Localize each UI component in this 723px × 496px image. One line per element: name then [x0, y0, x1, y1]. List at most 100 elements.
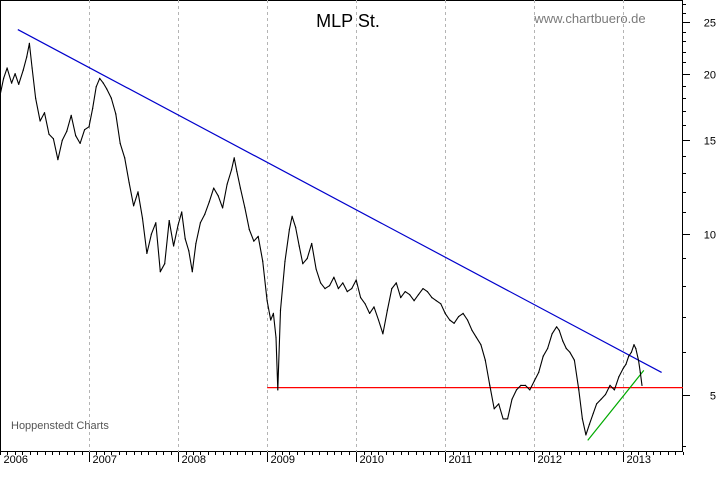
data-point: [177, 224, 179, 226]
data-point: [236, 171, 238, 173]
data-point: [106, 88, 108, 90]
data-point: [558, 329, 560, 331]
data-point: [395, 282, 397, 284]
data-point: [288, 228, 290, 231]
data-point: [99, 77, 101, 79]
data-point: [484, 359, 486, 361]
data-point: [324, 288, 326, 290]
data-point: [480, 344, 482, 346]
data-point: [355, 279, 357, 281]
data-point: [493, 408, 495, 410]
data-point: [35, 97, 37, 99]
data-point: [449, 319, 451, 321]
chart-title: MLP St.: [316, 11, 380, 31]
data-point: [562, 340, 564, 342]
data-point: [377, 319, 380, 321]
data-point: [248, 228, 250, 231]
x-tick-label-2011: 2011: [449, 454, 473, 466]
data-point: [581, 418, 584, 420]
data-point: [622, 367, 624, 369]
price-series: [0, 42, 643, 436]
data-point: [22, 69, 24, 71]
data-point: [244, 207, 246, 209]
plot-frame: [0, 0, 683, 452]
data-point: [31, 67, 33, 69]
data-point: [230, 169, 233, 171]
data-point: [124, 157, 126, 159]
data-point: [466, 319, 469, 321]
data-point: [6, 67, 8, 69]
data-point: [295, 226, 297, 228]
data-point: [195, 242, 197, 245]
data-point: [431, 297, 433, 299]
data-point: [613, 389, 616, 391]
data-point: [346, 291, 348, 293]
data-point: [181, 211, 183, 213]
x-tick-label-2008: 2008: [182, 454, 206, 466]
data-point: [542, 355, 544, 357]
data-point: [253, 240, 255, 242]
data-point: [639, 371, 641, 373]
data-point: [618, 376, 620, 378]
data-point: [440, 303, 442, 305]
data-point: [413, 300, 415, 302]
x-axis: 2006 2007 2008 2009 2010 2011 2012 2013: [0, 452, 684, 466]
data-point: [333, 276, 335, 278]
data-point: [386, 309, 388, 311]
data-point: [173, 245, 175, 247]
data-point: [26, 56, 28, 58]
data-point: [155, 222, 157, 224]
data-point: [630, 351, 633, 353]
data-point: [538, 371, 540, 373]
data-point: [351, 288, 353, 290]
data-point: [75, 135, 77, 137]
data-point: [417, 294, 420, 296]
data-point: [191, 271, 193, 273]
data-point: [11, 82, 13, 84]
data-point: [57, 159, 59, 161]
data-point: [515, 389, 518, 391]
data-point: [489, 384, 491, 386]
data-point: [635, 347, 637, 350]
data-point: [217, 195, 219, 197]
data-point: [578, 389, 580, 391]
data-point: [39, 120, 41, 122]
data-point: [565, 347, 567, 350]
data-point: [502, 418, 504, 420]
data-point: [270, 319, 272, 321]
data-point: [257, 235, 259, 237]
data-point: [204, 213, 206, 215]
x-tick-label-2010: 2010: [360, 454, 384, 466]
data-point: [213, 187, 215, 189]
data-point: [3, 77, 5, 79]
data-point: [95, 86, 97, 88]
y-axis: 5 10 15 20 25: [683, 4, 716, 447]
data-point: [266, 300, 268, 302]
data-point: [556, 326, 558, 328]
data-point: [364, 303, 366, 305]
data-point: [373, 306, 375, 308]
data-point: [262, 260, 264, 262]
data-point: [70, 114, 72, 116]
data-point: [272, 312, 274, 314]
x-tick-label-2007: 2007: [93, 454, 117, 466]
data-point: [444, 312, 446, 314]
data-point: [146, 252, 148, 254]
data-point: [609, 384, 611, 386]
data-point: [128, 181, 130, 184]
data-point: [291, 215, 293, 217]
data-point: [337, 288, 339, 290]
y-tick-label-10: 10: [704, 230, 716, 242]
y-tick-label-25: 25: [704, 18, 716, 30]
data-point: [551, 333, 553, 335]
data-point: [409, 294, 411, 296]
data-point: [66, 130, 68, 132]
data-point: [279, 309, 282, 311]
credit-label: Hoppenstedt Charts: [11, 420, 109, 432]
data-point: [188, 250, 190, 252]
data-point: [18, 83, 20, 85]
trend-lines: [17, 29, 683, 441]
data-point: [475, 336, 477, 338]
data-point: [164, 263, 166, 265]
